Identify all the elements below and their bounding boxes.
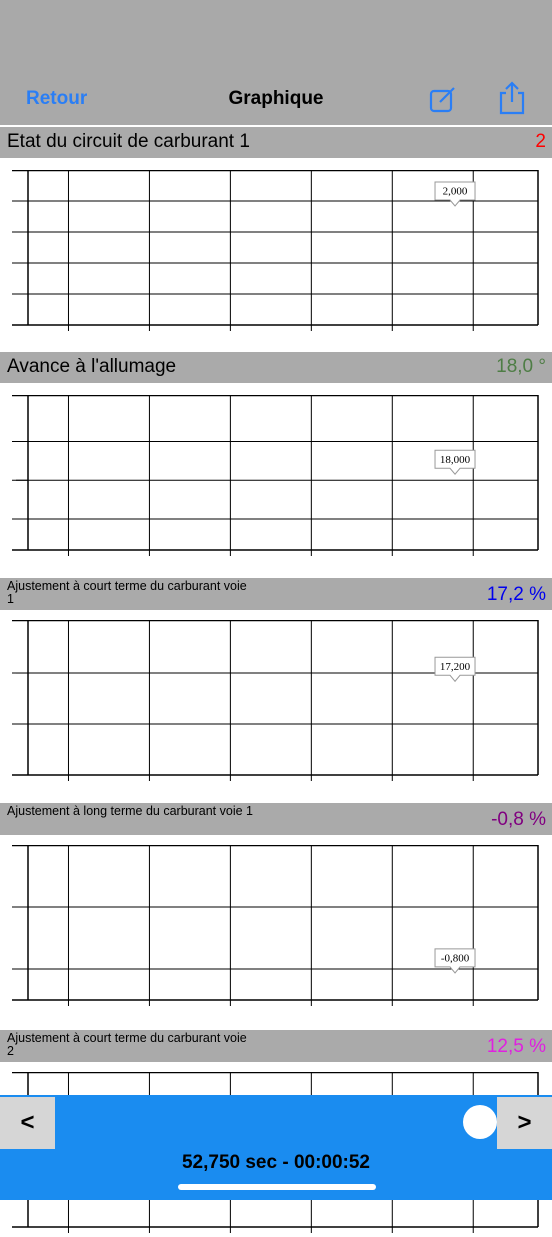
back-button[interactable]: Retour bbox=[26, 88, 88, 109]
title-bar: Avance à l'allumage 18,0 ° bbox=[0, 352, 552, 383]
title-bar: Etat du circuit de carburant 1 2 bbox=[0, 127, 552, 158]
chart-title: Ajustement à court terme du carburant vo… bbox=[7, 579, 247, 606]
readout: 17,2 % bbox=[486, 584, 546, 605]
chart-title: Avance à l'allumage bbox=[7, 356, 177, 377]
value-marker: 18,000 bbox=[434, 449, 476, 476]
title-bar: Ajustement à court terme du carburant vo… bbox=[0, 578, 552, 610]
title-bar: Ajustement à court terme du carburant vo… bbox=[0, 1030, 552, 1062]
marker-box bbox=[434, 948, 476, 974]
next-button[interactable]: > bbox=[497, 1097, 552, 1149]
time-label: 52,750 sec - 00:00:52 bbox=[181, 1152, 371, 1173]
nav-bar: Retour Graphique bbox=[0, 0, 552, 125]
marker-label: 17,200 bbox=[440, 661, 471, 673]
chart-title: Ajustement à long terme du carburant voi… bbox=[7, 804, 253, 818]
plot: -0,800 bbox=[12, 845, 539, 1006]
plot: 17,200 bbox=[12, 620, 539, 781]
share-icon[interactable] bbox=[496, 80, 528, 116]
readout: 2 bbox=[535, 131, 546, 152]
chart-title: Etat du circuit de carburant 1 bbox=[7, 131, 250, 152]
home-indicator bbox=[178, 1184, 376, 1190]
value-marker: 17,200 bbox=[434, 656, 476, 683]
plot: 18,000 bbox=[12, 395, 539, 556]
readout: 12,5 % bbox=[486, 1036, 546, 1057]
nav-title: Graphique bbox=[228, 88, 324, 109]
plot: 2,000 bbox=[12, 170, 539, 331]
chart-title: Ajustement à court terme du carburant vo… bbox=[7, 1031, 247, 1058]
marker-label: 18,000 bbox=[440, 454, 471, 466]
prev-button[interactable]: < bbox=[0, 1097, 55, 1149]
marker-label: 2,000 bbox=[443, 186, 468, 198]
slider-thumb[interactable] bbox=[463, 1105, 497, 1139]
edit-icon[interactable] bbox=[428, 85, 458, 115]
value-marker: -0,800 bbox=[434, 948, 476, 974]
marker-box bbox=[434, 449, 476, 476]
marker-label: -0,800 bbox=[441, 952, 470, 964]
value-marker: 2,000 bbox=[434, 181, 476, 207]
readout: 18,0 ° bbox=[496, 356, 546, 377]
readout: -0,8 % bbox=[491, 809, 546, 830]
footer: < > 52,750 sec - 00:00:52 bbox=[0, 1095, 552, 1200]
marker-box bbox=[434, 656, 476, 683]
marker-box bbox=[434, 181, 476, 207]
title-bar: Ajustement à long terme du carburant voi… bbox=[0, 803, 552, 835]
